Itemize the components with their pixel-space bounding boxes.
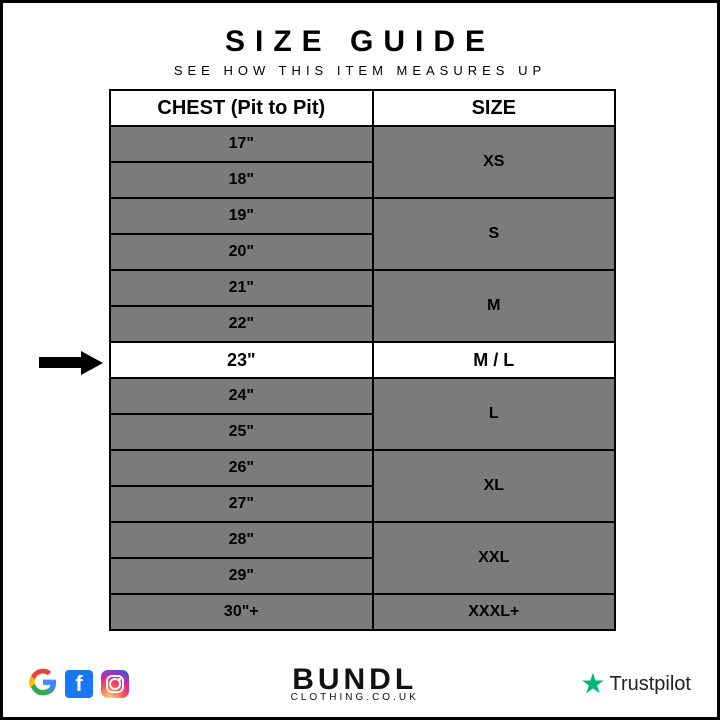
facebook-icon[interactable]: f xyxy=(65,670,93,698)
table-header-row: CHEST (Pit to Pit) SIZE xyxy=(110,90,615,126)
trustpilot-label: Trustpilot xyxy=(609,673,691,696)
trustpilot-star-icon: ★ xyxy=(580,670,605,698)
page-subtitle: SEE HOW THIS ITEM MEASURES UP xyxy=(3,63,717,78)
table-row: 19"S xyxy=(110,198,615,234)
chest-cell: 20" xyxy=(110,234,373,270)
size-cell: XXL xyxy=(373,522,615,594)
size-cell: S xyxy=(373,198,615,270)
size-cell: XL xyxy=(373,450,615,522)
chest-cell: 26" xyxy=(110,450,373,486)
size-table: CHEST (Pit to Pit) SIZE 17"XS18"19"S20"2… xyxy=(109,89,616,631)
table-row: 17"XS xyxy=(110,126,615,162)
header: SIZE GUIDE SEE HOW THIS ITEM MEASURES UP xyxy=(3,3,717,78)
chest-cell: 27" xyxy=(110,486,373,522)
indicator-arrow xyxy=(39,351,103,373)
size-cell: M xyxy=(373,270,615,342)
table-row: 21"M xyxy=(110,270,615,306)
chest-cell: 22" xyxy=(110,306,373,342)
header-chest: CHEST (Pit to Pit) xyxy=(110,90,373,126)
table-row: 24"L xyxy=(110,378,615,414)
size-cell: L xyxy=(373,378,615,450)
brand-logo: BUNDL CLOTHING.CO.UK xyxy=(291,665,419,703)
chest-cell: 21" xyxy=(110,270,373,306)
google-icon[interactable] xyxy=(29,668,57,701)
chest-cell: 24" xyxy=(110,378,373,414)
social-icons: f xyxy=(29,668,129,701)
chest-cell: 19" xyxy=(110,198,373,234)
chest-cell: 18" xyxy=(110,162,373,198)
brand-domain: CLOTHING.CO.UK xyxy=(291,693,419,703)
trustpilot-badge[interactable]: ★ Trustpilot xyxy=(580,670,691,698)
chest-cell: 28" xyxy=(110,522,373,558)
chest-cell: 25" xyxy=(110,414,373,450)
page-title: SIZE GUIDE xyxy=(3,25,717,59)
chest-cell: 30"+ xyxy=(110,594,373,630)
table-row: 30"+XXXL+ xyxy=(110,594,615,630)
table-row: 23"M / L xyxy=(110,342,615,378)
size-cell: XXXL+ xyxy=(373,594,615,630)
footer: f BUNDL CLOTHING.CO.UK ★ Trustpilot xyxy=(3,665,717,703)
chest-cell: 29" xyxy=(110,558,373,594)
header-size: SIZE xyxy=(373,90,615,126)
size-cell: XS xyxy=(373,126,615,198)
size-cell: M / L xyxy=(373,342,615,378)
table-row: 26"XL xyxy=(110,450,615,486)
instagram-icon[interactable] xyxy=(101,670,129,698)
brand-name: BUNDL xyxy=(291,665,419,695)
chest-cell: 17" xyxy=(110,126,373,162)
chest-cell: 23" xyxy=(110,342,373,378)
table-row: 28"XXL xyxy=(110,522,615,558)
size-table-container: CHEST (Pit to Pit) SIZE 17"XS18"19"S20"2… xyxy=(109,89,616,631)
